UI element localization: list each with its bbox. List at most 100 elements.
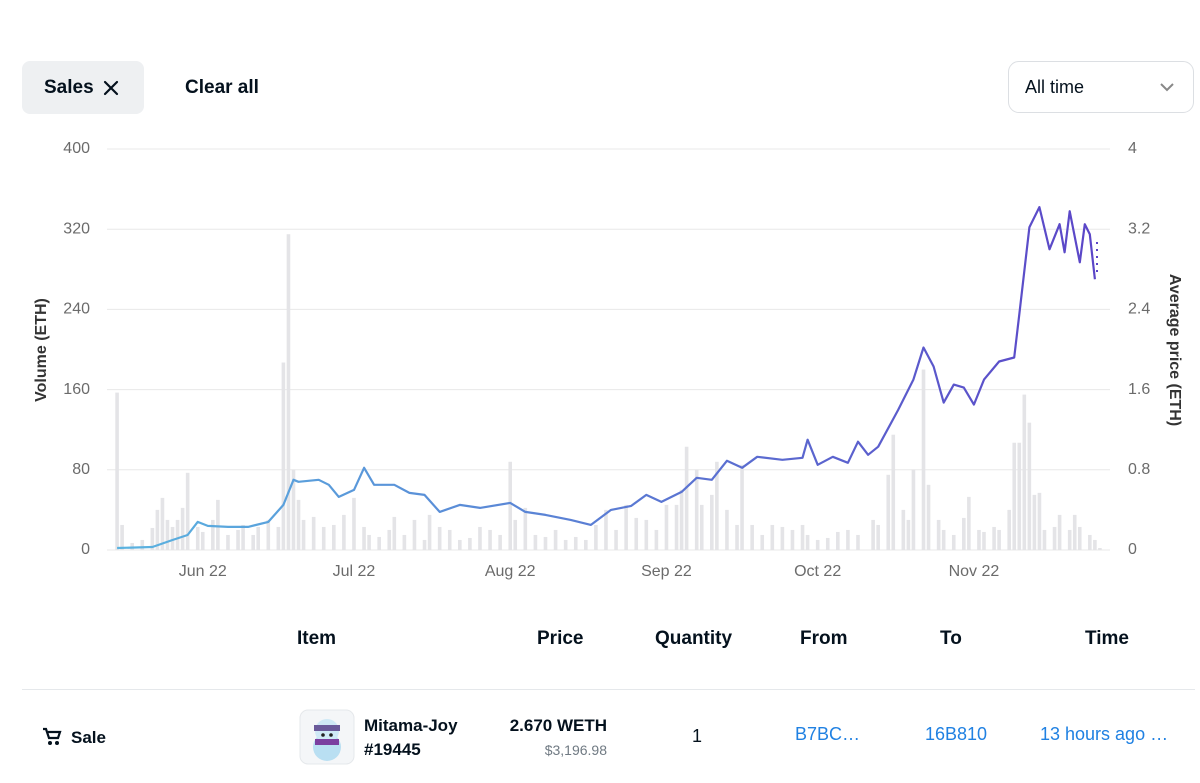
volume-bar xyxy=(140,539,145,550)
volume-bar xyxy=(780,526,785,550)
filter-chip[interactable]: Sales xyxy=(22,61,144,114)
volume-bar xyxy=(387,529,392,550)
volume-bar xyxy=(563,539,568,550)
x-tick-label: Nov 22 xyxy=(949,563,1000,580)
clear-all[interactable]: Clear all xyxy=(185,77,259,98)
volume-bar xyxy=(624,504,628,550)
volume-bar xyxy=(770,524,775,550)
volume-bar xyxy=(594,524,598,550)
quantity: 1 xyxy=(692,726,703,746)
volume-bar xyxy=(634,517,639,550)
volume-bar xyxy=(286,234,291,550)
volume-bar xyxy=(951,534,956,550)
volume-bar xyxy=(251,534,255,550)
col-header: From xyxy=(800,628,848,649)
volume-bar xyxy=(1052,526,1057,550)
volume-bar xyxy=(1007,509,1011,550)
y-tick-label: 160 xyxy=(63,381,90,398)
volume-bar xyxy=(997,529,1001,550)
y2-tick-label: 2.4 xyxy=(1128,301,1150,318)
volume-bar xyxy=(825,537,830,550)
volume-bar xyxy=(478,526,482,550)
volume-bar xyxy=(604,509,608,550)
volume-bar xyxy=(1017,442,1022,550)
range-dropdown[interactable]: All time xyxy=(1008,61,1194,113)
volume-bar xyxy=(115,392,119,550)
volume-bar xyxy=(160,497,165,550)
volume-bar xyxy=(150,527,155,550)
volume-bar xyxy=(367,534,371,550)
volume-bar xyxy=(614,529,618,550)
to-address[interactable]: 16B810 xyxy=(925,724,988,744)
col-header: Item xyxy=(297,628,337,649)
volume-bar xyxy=(447,529,452,550)
volume-bar xyxy=(1093,539,1097,550)
volume-bar xyxy=(815,539,820,550)
y2-tick-label: 0 xyxy=(1128,541,1137,558)
volume-bar xyxy=(921,369,926,550)
volume-bar xyxy=(800,524,805,550)
volume-bar xyxy=(654,529,659,550)
volume-bar xyxy=(710,494,714,550)
volume-bar xyxy=(886,474,891,550)
col-header: Price xyxy=(537,628,584,649)
volume-bar xyxy=(750,524,754,550)
y2-tick-label: 0.8 xyxy=(1128,461,1150,478)
volume-bar xyxy=(584,539,588,550)
volume-bar xyxy=(296,499,301,550)
volume-bar xyxy=(513,519,518,550)
item-thumbnail[interactable] xyxy=(299,709,355,765)
volume-bar xyxy=(805,534,810,550)
volume-bar xyxy=(1057,514,1062,550)
volume-bar xyxy=(1012,442,1017,550)
volume-bar xyxy=(180,507,185,550)
volume-bar xyxy=(402,534,407,550)
volume-bar xyxy=(699,504,704,550)
volume-bar xyxy=(674,504,679,550)
y-tick-label: 0 xyxy=(81,541,90,558)
volume-bar xyxy=(165,519,170,550)
volume-bar xyxy=(735,524,739,550)
volume-bar xyxy=(533,534,538,550)
volume-bar xyxy=(790,529,795,550)
col-header: Time xyxy=(1085,628,1130,649)
volume-bar xyxy=(1072,514,1077,550)
volume-bar xyxy=(276,526,281,550)
volume-bar xyxy=(170,526,175,550)
volume-bar xyxy=(377,536,381,550)
volume-bar xyxy=(901,509,906,550)
price-usd: $3,196.98 xyxy=(544,742,607,758)
volume-bar xyxy=(332,524,336,550)
from-address[interactable]: B7BC… xyxy=(795,724,861,744)
event-type: Sale xyxy=(71,728,106,747)
volume-bar xyxy=(1042,529,1047,550)
cart-icon xyxy=(43,727,62,745)
col-header: Quantity xyxy=(655,628,733,649)
volume-bar xyxy=(226,534,230,550)
volume-bar xyxy=(498,534,502,550)
volume-bar xyxy=(1077,526,1082,550)
volume-bar xyxy=(936,519,941,550)
volume-bar xyxy=(291,469,296,550)
volume-bar xyxy=(488,529,492,550)
volume-bar xyxy=(155,509,160,550)
volume-bar xyxy=(1037,492,1042,550)
item-name[interactable]: Mitama-Joy #19445 xyxy=(364,716,458,759)
volume-bar xyxy=(392,516,397,550)
volume-bar xyxy=(175,519,180,550)
volume-bar xyxy=(311,516,316,550)
volume-bar xyxy=(437,526,442,550)
volume-bar xyxy=(876,524,880,550)
volume-bar xyxy=(362,526,366,550)
chevron xyxy=(1160,83,1174,92)
volume-bar xyxy=(508,461,513,550)
time-link[interactable]: 13 hours ago … xyxy=(1040,724,1169,744)
volume-bar xyxy=(412,519,417,550)
y2-tick-label: 4 xyxy=(1128,140,1137,157)
chip-close[interactable] xyxy=(103,80,119,96)
volume-bar xyxy=(321,526,326,550)
volume-bar xyxy=(301,519,306,550)
y2-axis-title: Average price (ETH) xyxy=(1166,274,1183,426)
y-axis-title: Volume (ETH) xyxy=(33,298,50,402)
